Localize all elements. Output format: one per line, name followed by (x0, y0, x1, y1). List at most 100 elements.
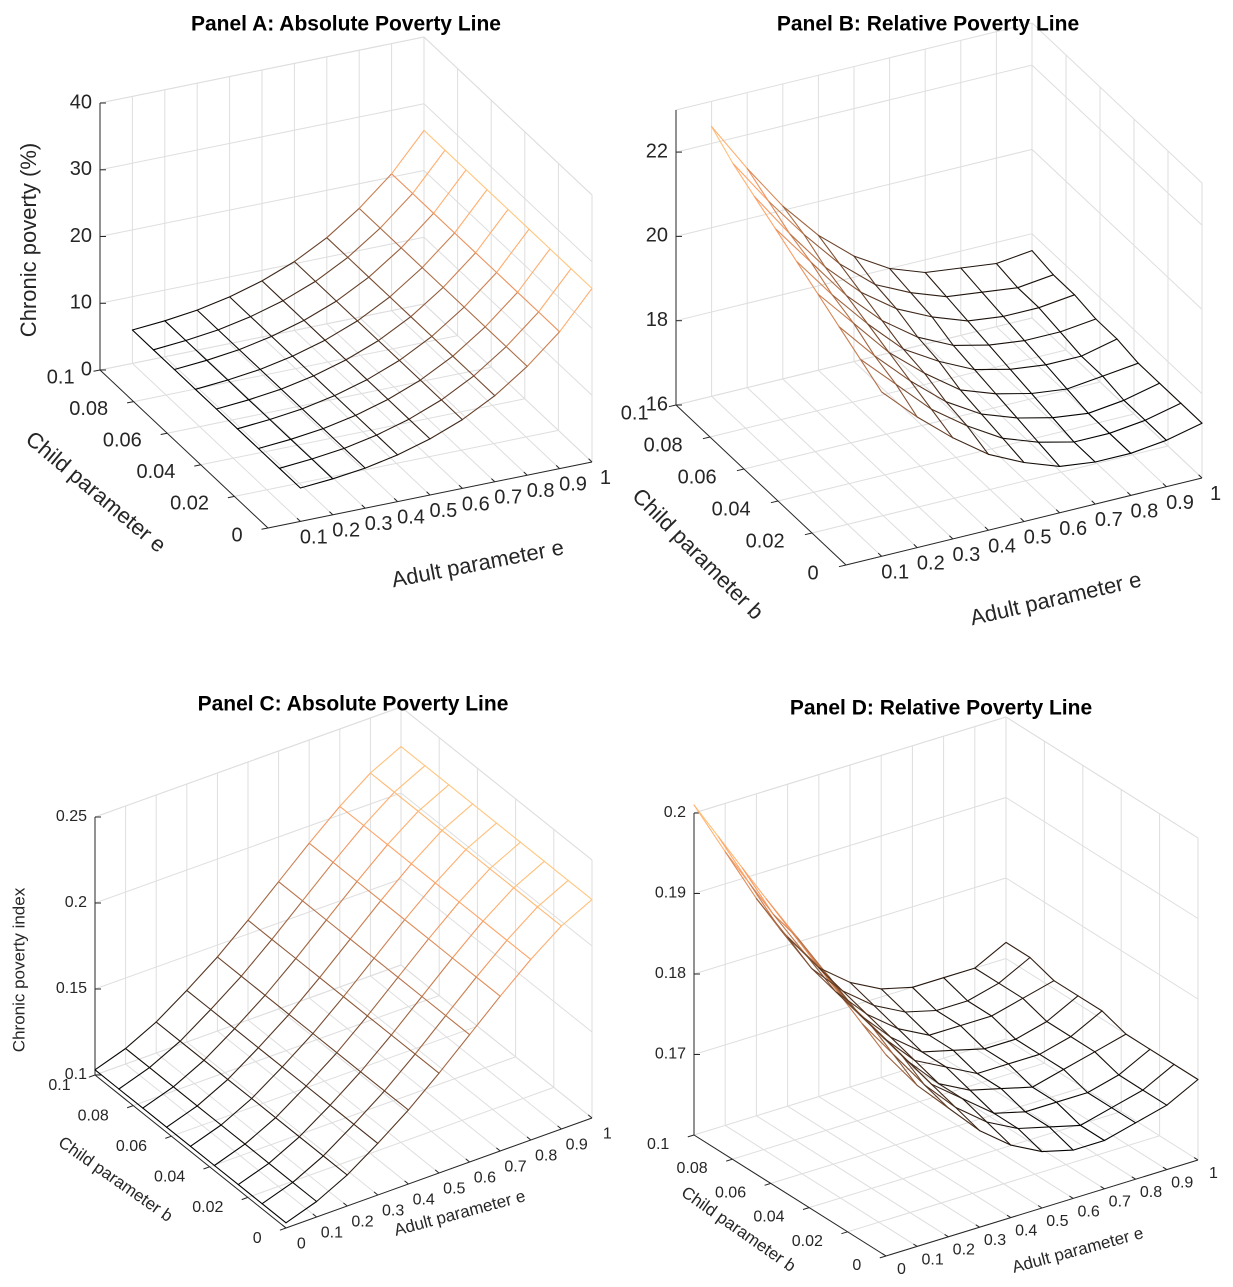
mesh-segment (428, 901, 460, 940)
mesh-segment (1173, 1063, 1199, 1081)
mesh-segment (945, 296, 969, 322)
mesh-segment (998, 956, 1031, 984)
mesh-segment (947, 1107, 981, 1132)
mesh-segment (148, 1040, 181, 1069)
mesh-segment (1095, 318, 1118, 340)
mesh-segment (400, 247, 423, 269)
x-tick-mark (1069, 1195, 1074, 1199)
mesh-segment (142, 1107, 168, 1128)
mesh-segment (247, 881, 280, 921)
x-tick-mark (1055, 509, 1060, 514)
mesh-segment (536, 879, 569, 908)
mesh-segment (275, 1085, 307, 1119)
mesh-segment (866, 1013, 892, 1038)
mesh-segment (343, 447, 366, 469)
mesh-segment (1118, 1074, 1144, 1091)
mesh-segment (959, 1015, 993, 1027)
y-tick-mark (203, 1166, 210, 1170)
x-tick-label: 0.3 (952, 544, 980, 566)
mesh-segment (765, 898, 798, 938)
mesh-segment (924, 372, 947, 403)
x-tick-mark (555, 465, 560, 469)
mesh-segment (428, 938, 453, 959)
mesh-segment (991, 1015, 1017, 1040)
mesh-segment (507, 208, 530, 230)
mesh-segment (943, 967, 976, 979)
mesh-segment (349, 900, 382, 940)
mesh-segment (1070, 1010, 1103, 1038)
mesh-segment (329, 1104, 355, 1125)
y-tick-label: 0.08 (78, 1107, 109, 1124)
mesh-segment (244, 1117, 277, 1145)
mesh-segment (824, 266, 848, 297)
mesh-segment (746, 167, 784, 207)
y-tick-mark (770, 500, 779, 504)
grid (94, 706, 593, 1229)
mesh-segment (796, 260, 833, 296)
mesh-segment (376, 418, 410, 436)
mesh-segment (873, 1004, 899, 1030)
mesh-segment (1087, 412, 1111, 434)
x-tick-mark (281, 1224, 287, 1229)
x-tick-mark (458, 484, 463, 489)
mesh-segment (1045, 364, 1068, 390)
x-tick-mark (1162, 483, 1167, 488)
y-axis-line (99, 369, 269, 529)
mesh-segment (326, 237, 349, 258)
mesh-segment (434, 848, 467, 884)
mesh-segment (772, 913, 798, 938)
mesh-segment (755, 897, 789, 938)
mesh-segment (312, 1032, 338, 1054)
mesh-segment (817, 234, 855, 257)
mesh-segment (358, 207, 381, 229)
mesh-segment (438, 1034, 471, 1074)
mesh-segment (322, 428, 345, 449)
mesh-segment (874, 355, 911, 382)
mesh-segment (336, 1052, 362, 1073)
mesh-segment (369, 772, 395, 793)
mesh-segment (210, 975, 242, 1011)
mesh-segment (513, 887, 539, 908)
mesh-segment (414, 1015, 447, 1055)
mesh-segment (335, 276, 370, 302)
mesh-segment (424, 765, 450, 786)
mesh-segment (210, 1008, 236, 1030)
axes (668, 110, 1203, 568)
y-tick-label: 0.02 (792, 1233, 823, 1250)
mesh-segment (186, 956, 218, 991)
mesh-segment (1087, 1092, 1113, 1109)
mesh-segment (360, 1034, 392, 1073)
y-tick-mark (702, 436, 711, 440)
x-tick-mark (496, 1147, 501, 1152)
mesh-segment (458, 901, 484, 922)
mesh-segment (924, 271, 948, 298)
mesh-segment (335, 300, 358, 322)
mesh-segment (506, 939, 532, 960)
mesh-segment (363, 824, 389, 846)
mesh-segment (229, 280, 263, 298)
mesh-segment (376, 434, 399, 456)
mesh-segment (930, 408, 954, 439)
x-tick-mark (434, 1169, 440, 1174)
mesh-segment (356, 880, 382, 902)
z-tick-label: 0.1 (65, 1066, 87, 1083)
mesh-segment (244, 1143, 270, 1164)
mesh-segment (313, 359, 347, 377)
mesh-segment (1022, 997, 1048, 1023)
mesh-segment (1029, 956, 1055, 982)
mesh-segment (347, 227, 381, 258)
mesh-segment (938, 360, 976, 371)
mesh-segment (559, 287, 593, 333)
x-tick-label: 0.9 (566, 1136, 588, 1153)
mesh-segment (1041, 1149, 1074, 1153)
mesh-segment (393, 765, 426, 793)
y-axis-line (675, 404, 847, 566)
mesh-segment (860, 291, 883, 322)
mesh-segment (711, 126, 734, 164)
mesh-segment (368, 247, 402, 278)
x-tick-mark (588, 458, 593, 463)
mesh-segment (257, 438, 292, 450)
mesh-segment (1023, 340, 1047, 366)
x-tick-label: 0.2 (917, 553, 945, 575)
mesh-segment (324, 339, 347, 361)
